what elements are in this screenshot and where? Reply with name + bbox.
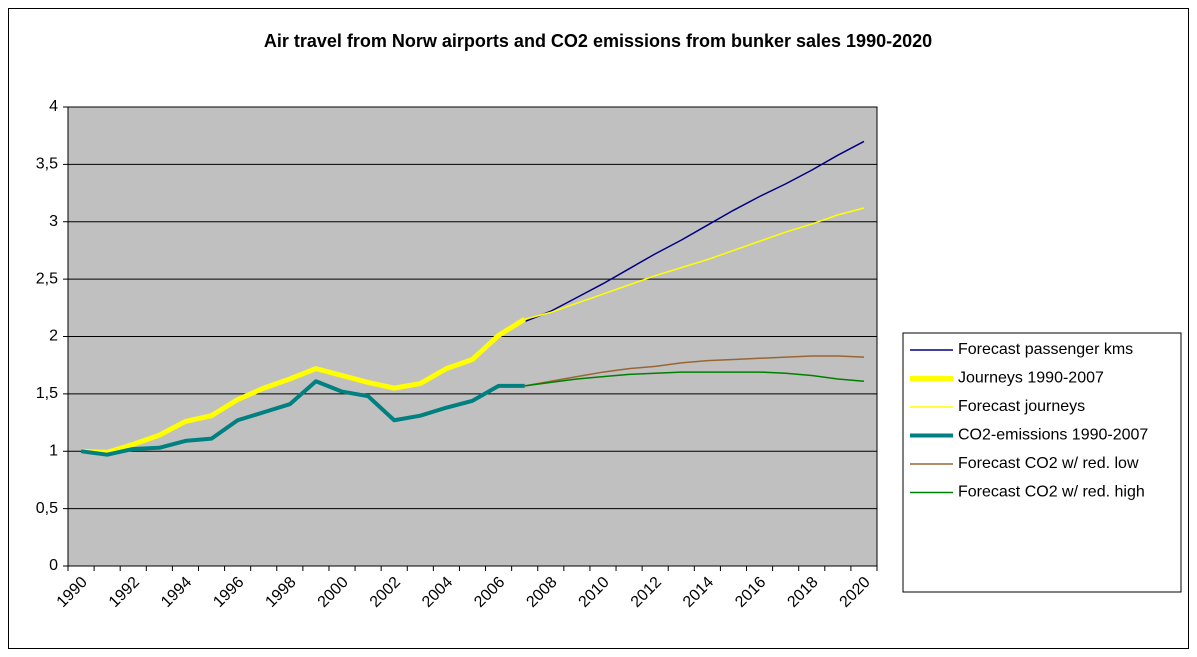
y-tick-label: 2,5 [36,270,58,287]
series-line [524,140,865,323]
y-tick-label: 3,5 [36,156,58,173]
y-tick-label: 2 [49,328,58,345]
series-line [80,317,527,455]
series-line [524,355,864,387]
series-line [524,371,865,387]
y-tick-label: 4 [49,98,58,115]
legend-label: Forecast CO2 w/ red. high [958,484,1145,501]
legend-label: Journeys 1990-2007 [958,370,1104,387]
y-tick-label: 0,5 [36,500,58,517]
y-tick-label: 3 [49,213,58,230]
y-tick-label: 1,5 [36,385,58,402]
series-line [524,207,865,321]
legend-label: Forecast journeys [958,398,1085,415]
legend-label: Forecast CO2 w/ red. low [958,455,1139,472]
chart-title: Air travel from Norw airports and CO2 em… [264,31,932,51]
series-line [80,379,525,457]
y-tick-label: 1 [49,442,58,459]
legend-label: CO2-emissions 1990-2007 [958,427,1148,444]
legend-label: Forecast passenger kms [958,341,1133,358]
y-tick-label: 0 [49,557,58,574]
